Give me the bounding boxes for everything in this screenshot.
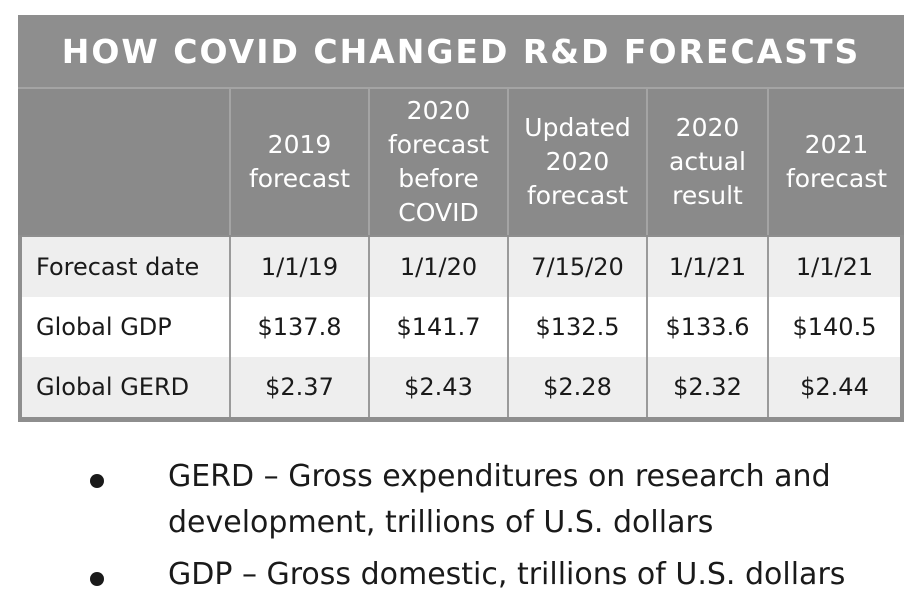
bullet-icon: [90, 474, 104, 488]
table-cell: 7/15/20: [509, 237, 648, 297]
header-label-updated-2020-forecast: Updated 2020 forecast: [524, 113, 631, 210]
row-label: Global GDP: [22, 297, 231, 357]
header-cell-2020-actual-result: 2020 actual result: [648, 89, 769, 235]
table-cell: 1/1/20: [370, 237, 509, 297]
header-label-2020-forecast-before-covid: 2020 forecast before COVID: [387, 96, 490, 227]
footnote-text: GERD – Gross expenditures on research an…: [168, 459, 831, 540]
bullet-icon: [90, 572, 104, 586]
table-cell: $137.8: [231, 297, 370, 357]
table-cell: $133.6: [648, 297, 769, 357]
table-cell: $141.7: [370, 297, 509, 357]
header-cell-2019-forecast: 2019 forecast: [231, 89, 370, 235]
header-cell-2020-forecast-before-covid: 2020 forecast before COVID: [370, 89, 509, 235]
header-label-2019-forecast: 2019 forecast: [248, 130, 351, 193]
table-row: Forecast date 1/1/19 1/1/20 7/15/20 1/1/…: [22, 237, 900, 297]
table-cell: 1/1/19: [231, 237, 370, 297]
table-cell: $2.43: [370, 357, 509, 417]
row-label: Global GERD: [22, 357, 231, 417]
table-cell: $140.5: [792, 313, 877, 341]
table-row: Global GERD $2.37 $2.43 $2.28 $2.32 $2.4…: [22, 357, 900, 417]
data-table: HOW COVID CHANGED R&D FORECASTS 2019 for…: [18, 15, 904, 422]
header-label-2021-forecast: 2021 forecast: [785, 130, 888, 193]
header-cell-updated-2020-forecast: Updated 2020 forecast: [509, 89, 648, 235]
header-cell-2021-forecast: 2021 forecast: [769, 89, 904, 235]
table-row: Global GDP $137.8 $141.7 $132.5 $133.6 $…: [22, 297, 900, 357]
header-divider: [18, 87, 904, 89]
table-cell: 1/1/21: [795, 253, 874, 281]
table-title: HOW COVID CHANGED R&D FORECASTS: [61, 32, 861, 71]
table-cell: $2.37: [231, 357, 370, 417]
header-label-2020-actual-result: 2020 actual result: [669, 113, 746, 210]
header-cell-corner: [18, 89, 231, 235]
table-cell: 1/1/21: [648, 237, 769, 297]
row-label: Forecast date: [22, 237, 231, 297]
table-cell: $2.44: [800, 373, 869, 401]
footnote-text: GDP – Gross domestic, trillions of U.S. …: [168, 557, 846, 592]
table-cell: $2.28: [509, 357, 648, 417]
table-cell: $132.5: [509, 297, 648, 357]
table-cell: $2.32: [648, 357, 769, 417]
